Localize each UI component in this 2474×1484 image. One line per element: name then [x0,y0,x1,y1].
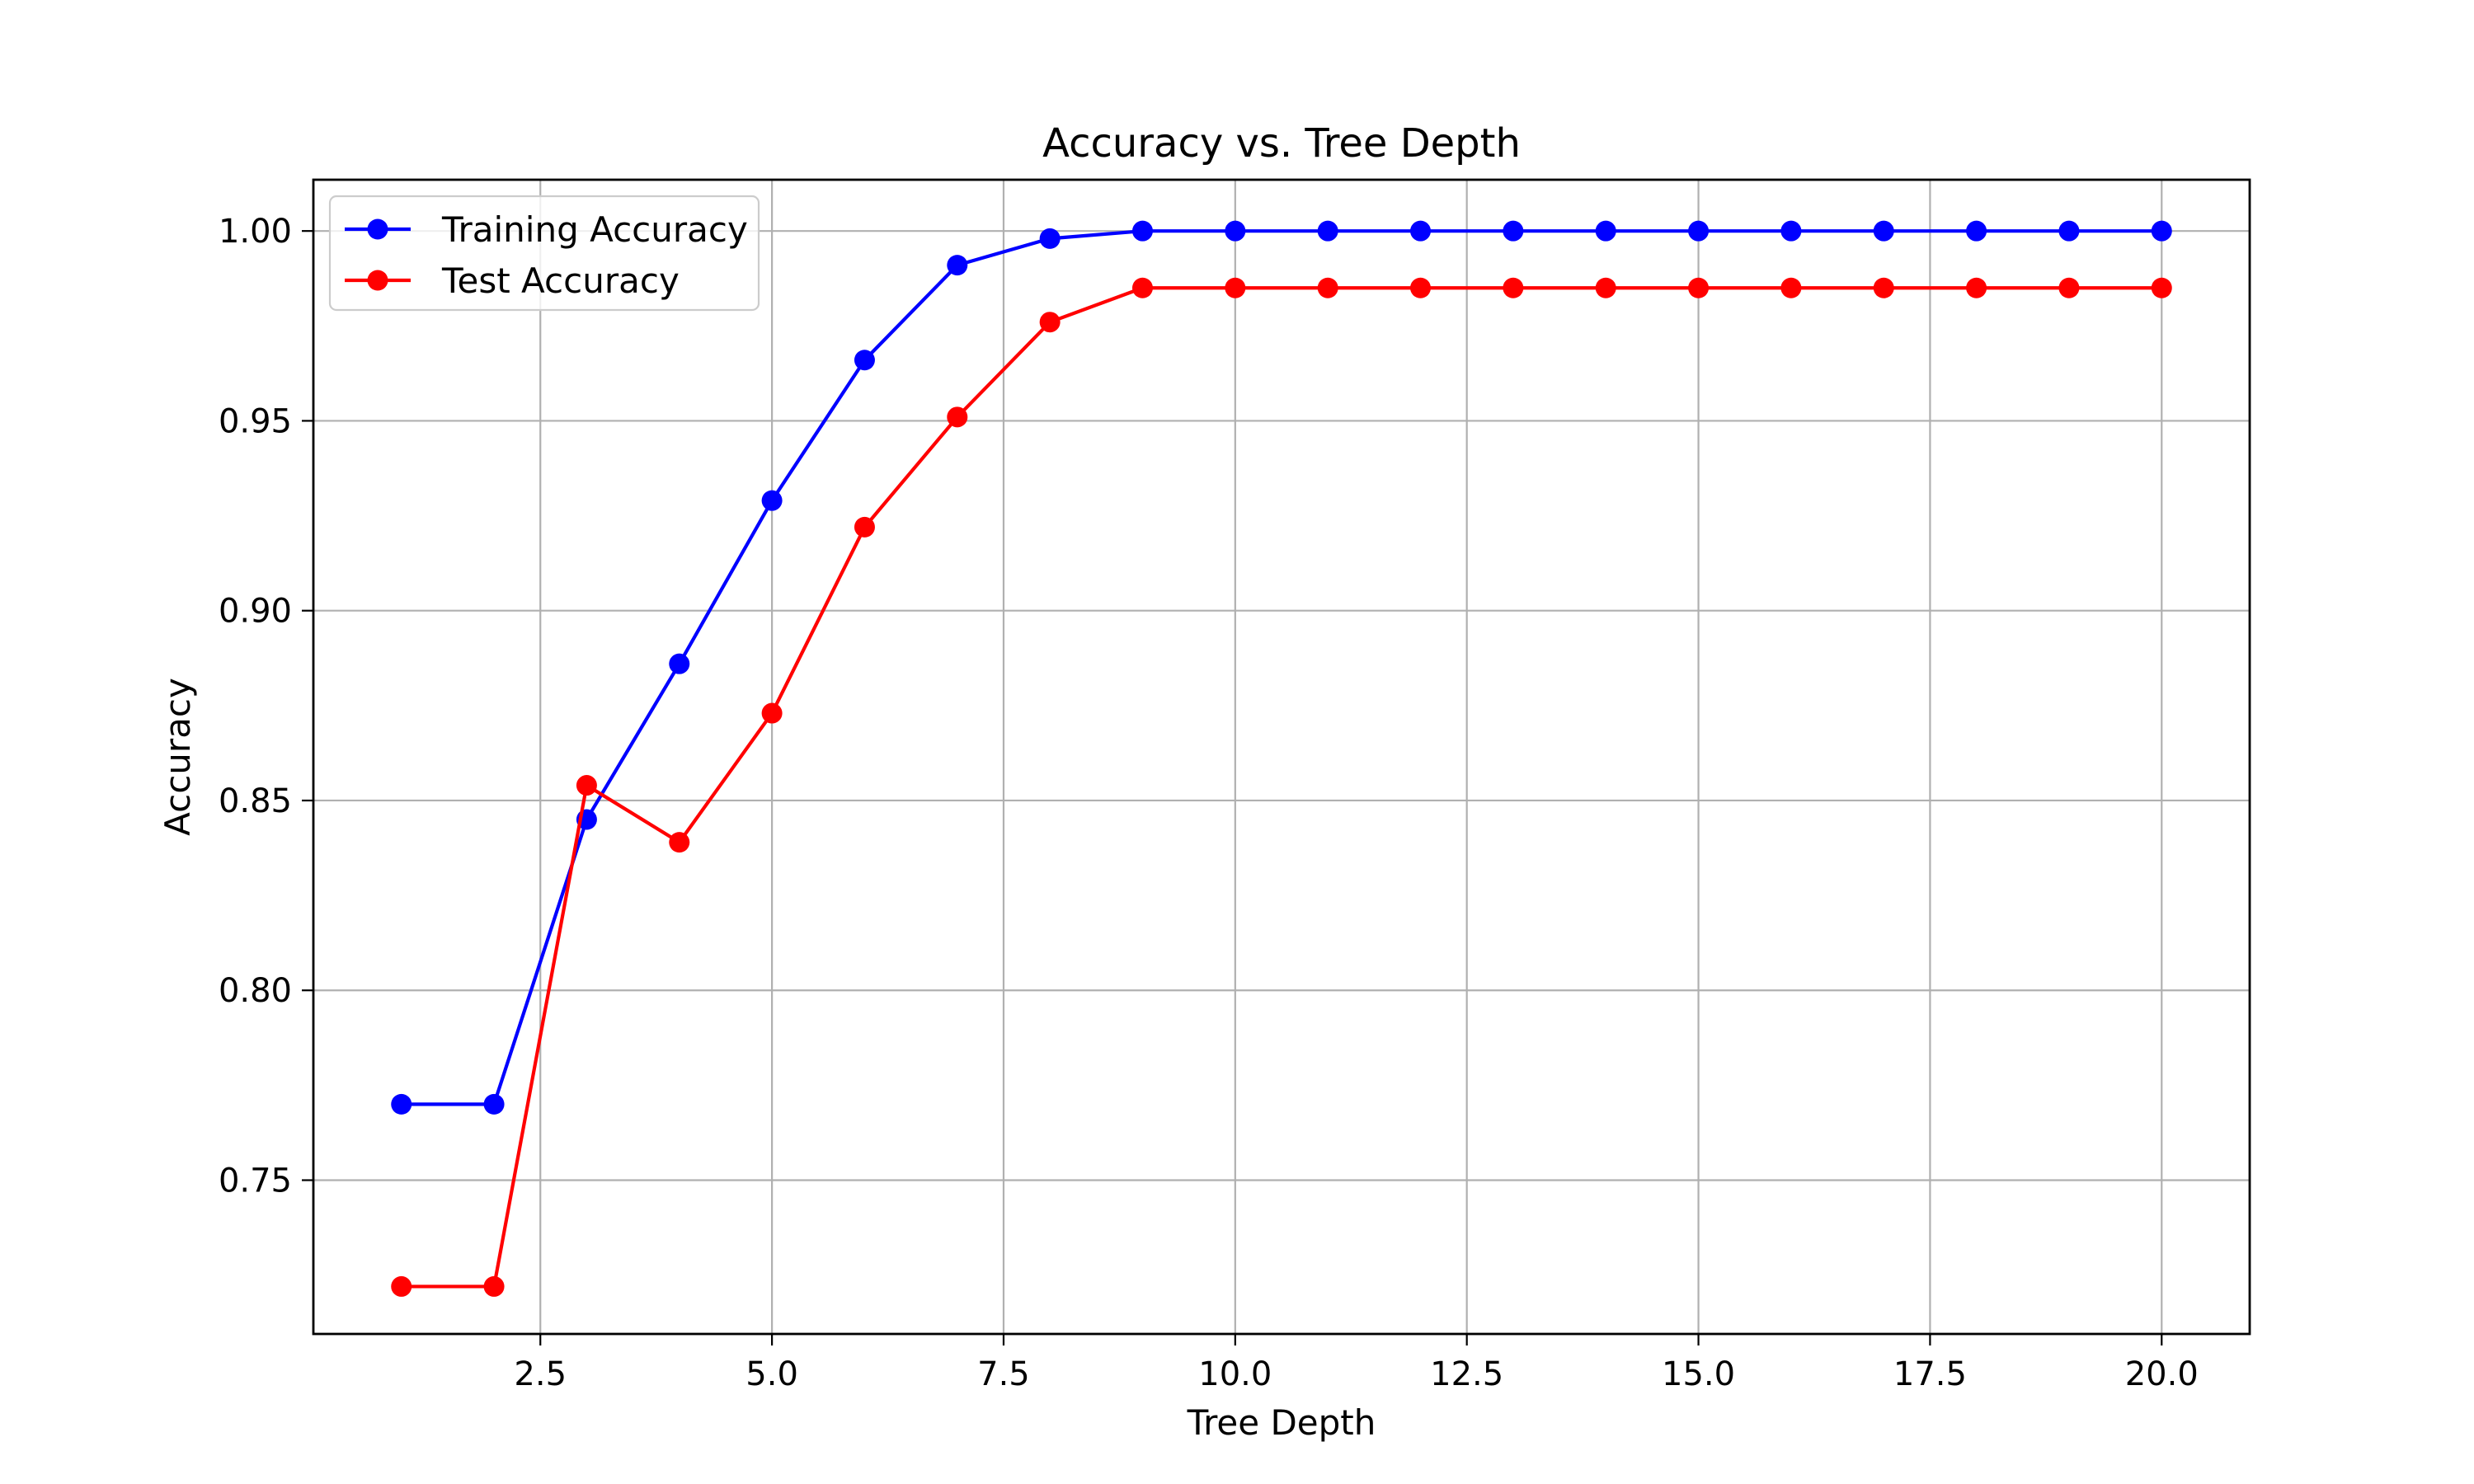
legend: Training Accuracy Test Accuracy [328,195,760,312]
y-tick-label: 0.75 [219,1162,292,1200]
series-layer [391,220,2172,1297]
data-point-training-accuracy [669,653,690,674]
data-point-test-accuracy [1410,277,1432,298]
data-point-training-accuracy [1595,220,1616,242]
data-point-training-accuracy [483,1093,505,1115]
data-point-test-accuracy [669,832,690,853]
plot-frame [312,178,2251,1336]
data-point-test-accuracy [1595,277,1616,298]
data-point-test-accuracy [2151,277,2172,298]
data-point-test-accuracy [1503,277,1524,298]
data-point-test-accuracy [1225,277,1246,298]
legend-box [328,195,760,312]
data-point-training-accuracy [1039,228,1061,249]
data-point-test-accuracy [761,702,783,724]
data-point-training-accuracy [1131,220,1153,242]
data-point-training-accuracy [1780,220,1802,242]
legend-item-test-accuracy: Test Accuracy [345,261,680,301]
y-tick-label: 0.80 [219,972,292,1010]
data-point-test-accuracy [1688,277,1710,298]
y-tick-label: 1.00 [219,213,292,251]
data-point-training-accuracy [1503,220,1524,242]
legend-item-training-accuracy: Training Accuracy [345,209,748,250]
x-tick-label: 5.0 [745,1355,798,1393]
x-tick-label: 10.0 [1198,1355,1272,1393]
x-tick-label: 20.0 [2125,1355,2199,1393]
y-tick-label: 0.95 [219,402,292,440]
data-point-training-accuracy [391,1093,412,1115]
data-point-test-accuracy [2058,277,2080,298]
x-tick-label: 2.5 [514,1355,567,1393]
legend-marker [367,218,388,240]
legend-label: Test Accuracy [441,261,680,301]
series-line-test-accuracy [401,286,2162,1289]
data-point-test-accuracy [1039,312,1061,333]
series-line-training-accuracy [401,229,2162,1106]
data-point-training-accuracy [947,255,968,276]
data-point-test-accuracy [1317,277,1338,298]
data-point-test-accuracy [947,406,968,428]
y-tick-label: 0.90 [219,593,292,631]
x-tick-label: 15.0 [1662,1355,1735,1393]
y-axis-label: Accuracy [158,678,198,836]
legend-marker [367,270,388,291]
y-axis-ticks: 0.75 0.80 0.85 0.90 0.95 1.00 [219,213,313,1200]
series-test-accuracy [391,277,2172,1297]
data-point-test-accuracy [854,516,875,538]
x-tick-label: 17.5 [1893,1355,1967,1393]
data-point-training-accuracy [1317,220,1338,242]
data-point-training-accuracy [761,490,783,511]
data-point-test-accuracy [1131,277,1153,298]
data-point-training-accuracy [1225,220,1246,242]
x-tick-label: 7.5 [977,1355,1030,1393]
chart-title: Accuracy vs. Tree Depth [1042,120,1521,167]
legend-label: Training Accuracy [441,209,748,250]
x-axis-ticks: 2.5 5.0 7.5 10.0 12.5 15.0 17.5 20.0 [514,1334,2199,1393]
data-point-training-accuracy [1688,220,1710,242]
data-point-test-accuracy [1966,277,1987,298]
data-point-training-accuracy [2058,220,2080,242]
x-axis-label: Tree Depth [1187,1402,1376,1443]
data-point-training-accuracy [854,350,875,371]
data-point-training-accuracy [1966,220,1987,242]
data-point-test-accuracy [1873,277,1894,298]
data-point-training-accuracy [1873,220,1894,242]
data-point-test-accuracy [391,1275,412,1297]
data-point-test-accuracy [483,1275,505,1297]
y-tick-label: 0.85 [219,782,292,820]
data-point-training-accuracy [2151,220,2172,242]
data-point-test-accuracy [1780,277,1802,298]
series-training-accuracy [391,220,2172,1115]
x-tick-label: 12.5 [1430,1355,1503,1393]
data-point-training-accuracy [1410,220,1432,242]
data-point-test-accuracy [576,775,597,796]
